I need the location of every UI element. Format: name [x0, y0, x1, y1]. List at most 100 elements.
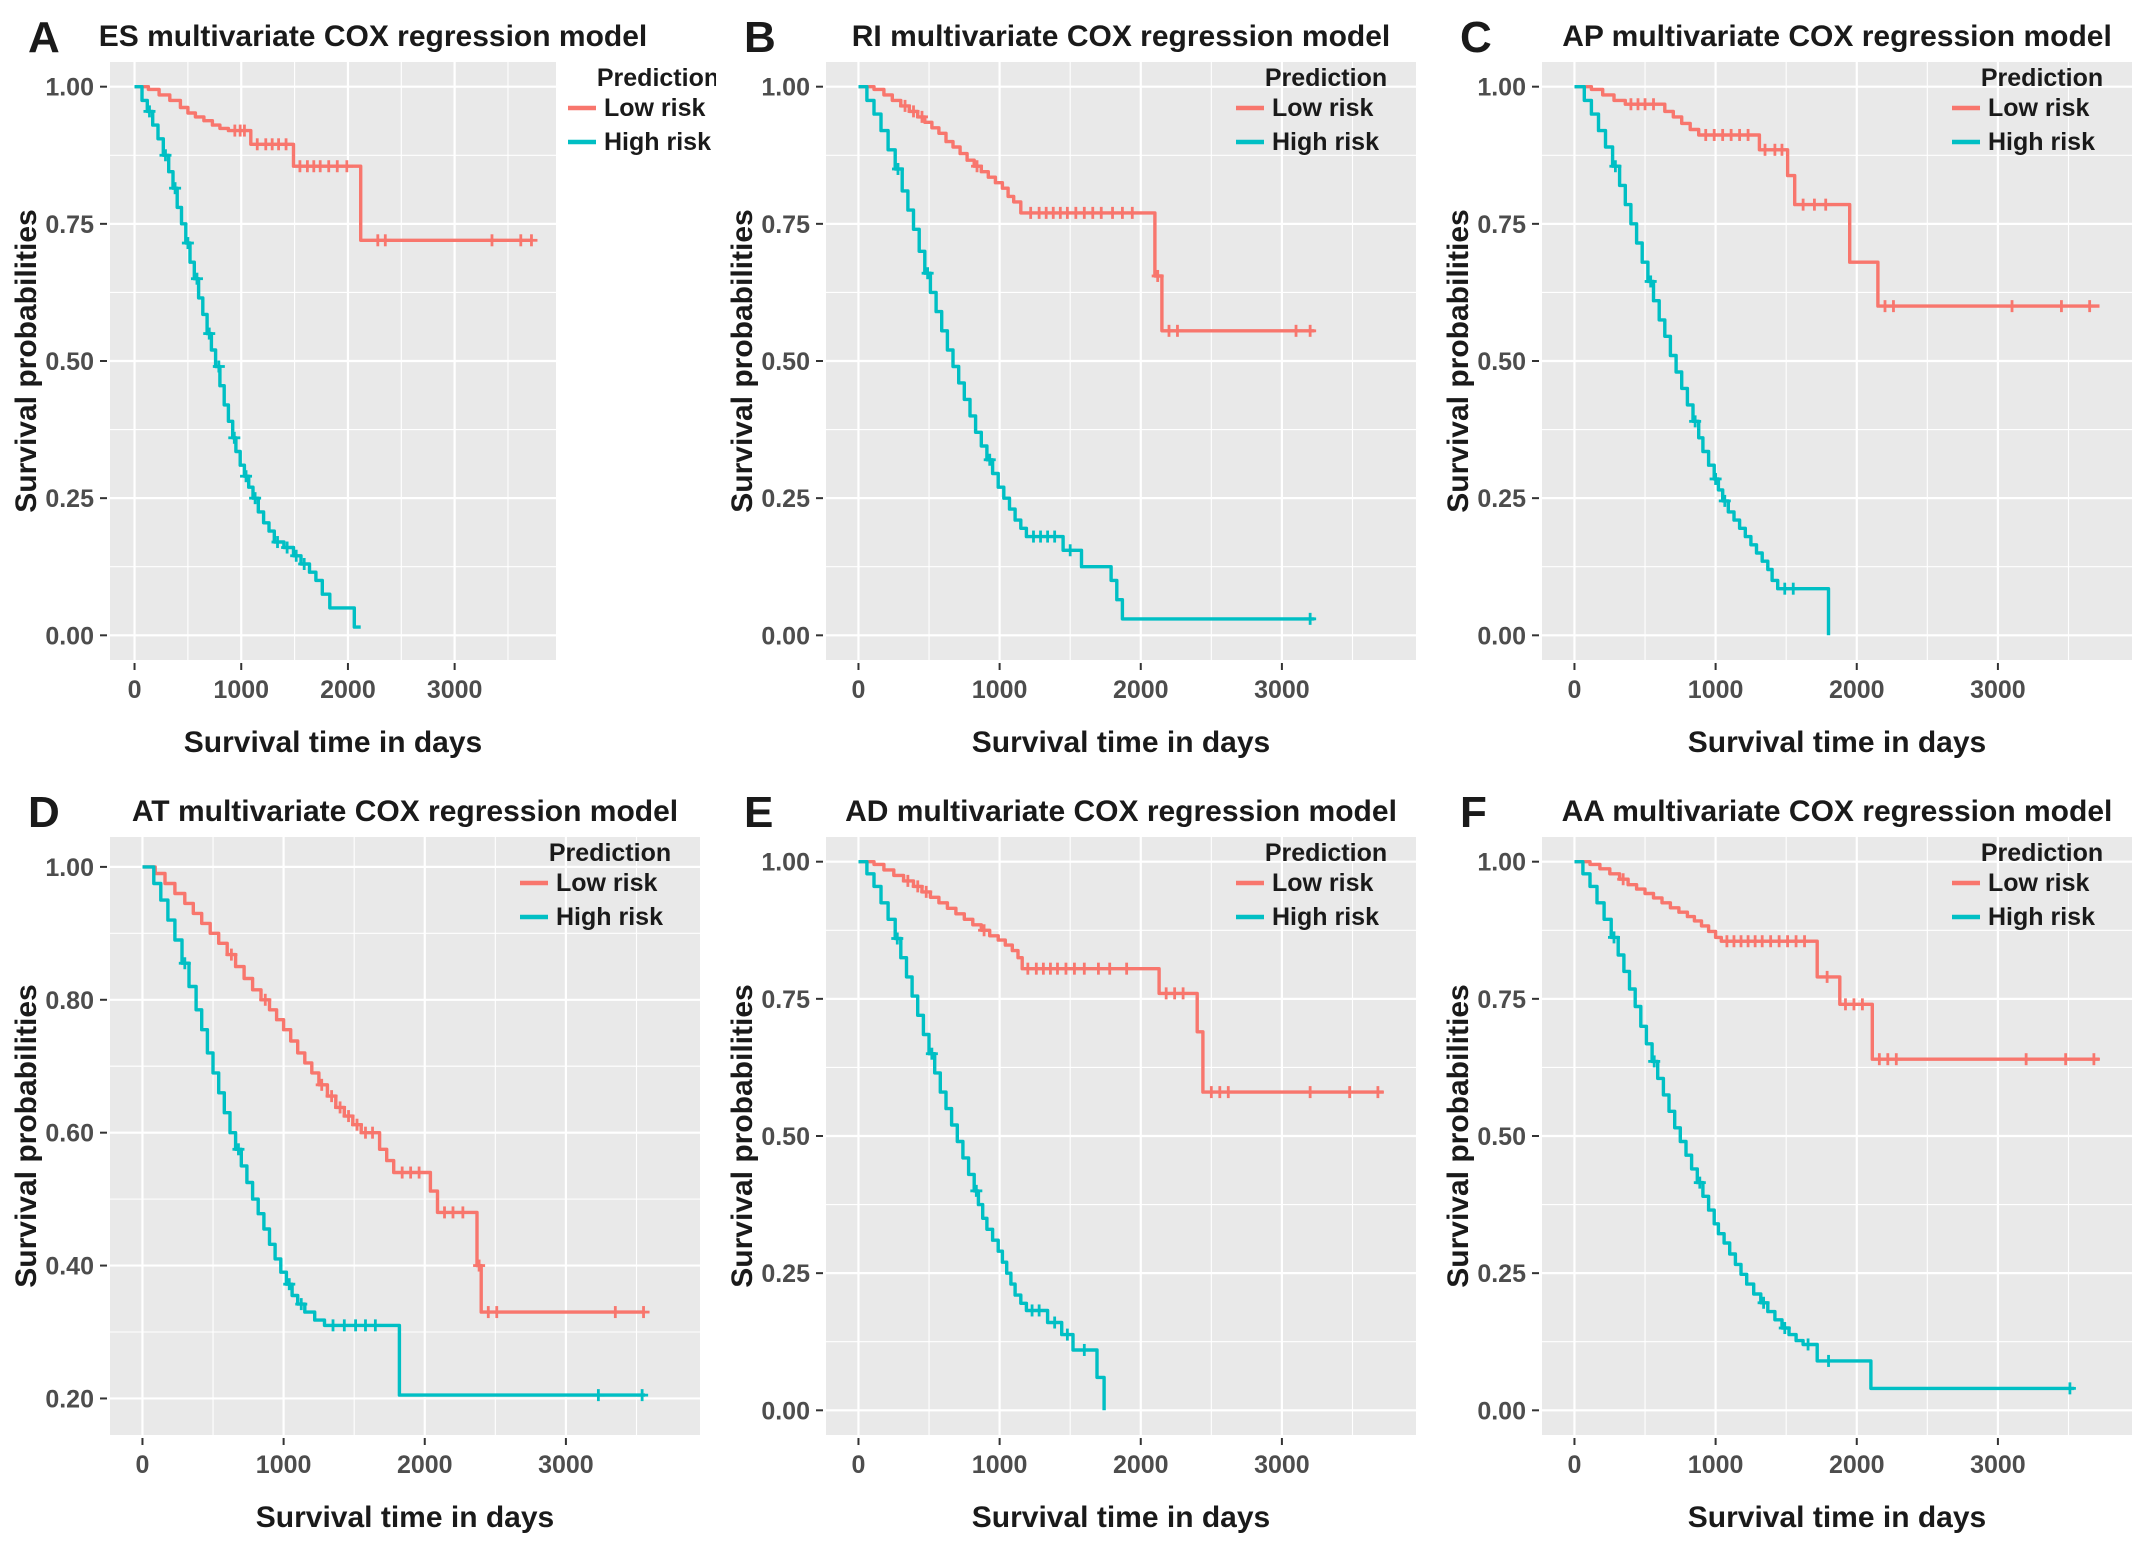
panel-title: AD multivariate COX regression model — [845, 795, 1397, 828]
y-axis-title: Survival probabilities — [1442, 984, 1475, 1287]
x-tick-label: 3000 — [427, 676, 483, 704]
x-tick-label: 1000 — [972, 1451, 1028, 1479]
legend-title: Prediction — [1265, 839, 1387, 867]
y-tick-label: 0.00 — [1477, 622, 1526, 650]
panel-letter: E — [744, 788, 773, 837]
x-tick-label: 0 — [128, 676, 142, 704]
x-tick-label: 3000 — [538, 1451, 594, 1479]
y-tick-label: 0.50 — [761, 1123, 810, 1151]
x-tick-label: 2000 — [1113, 1451, 1169, 1479]
low-risk-curve — [1574, 860, 2100, 1061]
panel-E: E AD multivariate COX regression model 0 10… — [716, 775, 1432, 1550]
y-tick-label: 0.60 — [45, 1120, 94, 1148]
y-tick-label: 0.50 — [761, 348, 810, 376]
panel-C: C AP multivariate COX regression model 0 10… — [1432, 0, 2148, 775]
y-tick-label: 0.25 — [45, 485, 94, 513]
x-tick-label: 0 — [1568, 1451, 1582, 1479]
y-axis-title: Survival probabilities — [10, 209, 43, 512]
legend-label-low-risk: Low risk — [1988, 869, 2090, 897]
y-axis-title: Survival probabilities — [1442, 209, 1475, 512]
legend-title: Prediction — [1981, 64, 2103, 92]
x-axis-title: Survival time in days — [1688, 726, 1986, 759]
y-tick-label: 0.75 — [761, 211, 810, 239]
panel-title: AA multivariate COX regression model — [1562, 795, 2113, 828]
legend-title: Prediction — [549, 839, 671, 867]
panel-letter: B — [744, 13, 776, 62]
km-plot-B: B RI multivariate COX regression model 0 10… — [726, 13, 1416, 759]
x-axis-title: Survival time in days — [1688, 1501, 1986, 1534]
x-axis-title: Survival time in days — [972, 1501, 1270, 1534]
km-plot-A: A ES multivariate COX regression model 0 10… — [10, 13, 719, 759]
x-tick-label: 1000 — [213, 676, 269, 704]
y-tick-label: 0.25 — [1477, 1260, 1526, 1288]
x-axis-title: Survival time in days — [972, 726, 1270, 759]
y-tick-label: 0.20 — [45, 1385, 94, 1413]
y-tick-label: 1.00 — [45, 74, 94, 102]
km-plot-F: F AA multivariate COX regression model 0 10… — [1442, 788, 2132, 1534]
x-tick-label: 2000 — [1113, 676, 1169, 704]
panel-title: AT multivariate COX regression model — [132, 795, 678, 828]
x-tick-label: 0 — [852, 1451, 866, 1479]
x-tick-label: 1000 — [1688, 1451, 1744, 1479]
y-tick-label: 0.50 — [45, 348, 94, 376]
x-tick-label: 2000 — [1829, 676, 1885, 704]
km-plot-D: D AT multivariate COX regression model 0 10… — [10, 788, 700, 1534]
y-tick-label: 0.00 — [1477, 1397, 1526, 1425]
x-tick-label: 1000 — [1688, 676, 1744, 704]
legend-label-high-risk: High risk — [556, 903, 663, 931]
y-tick-label: 0.40 — [45, 1253, 94, 1281]
legend-title: Prediction — [1981, 839, 2103, 867]
km-plot-E: E AD multivariate COX regression model 0 10… — [726, 788, 1416, 1534]
high-risk-curve — [858, 860, 1106, 1411]
panel-A: A ES multivariate COX regression model 0 10… — [0, 0, 719, 775]
x-tick-label: 1000 — [256, 1451, 312, 1479]
legend-label-high-risk: High risk — [1272, 903, 1379, 931]
panel-F: F AA multivariate COX regression model 0 10… — [1432, 775, 2148, 1550]
x-tick-label: 3000 — [1254, 676, 1310, 704]
high-risk-curve — [858, 85, 1315, 621]
y-axis-title: Survival probabilities — [726, 984, 759, 1287]
y-tick-label: 0.00 — [761, 1397, 810, 1425]
y-tick-label: 0.75 — [1477, 986, 1526, 1014]
panel-letter: D — [28, 788, 60, 837]
x-tick-label: 1000 — [972, 676, 1028, 704]
y-tick-label: 0.50 — [1477, 348, 1526, 376]
legend-title: Prediction — [1265, 64, 1387, 92]
x-tick-label: 3000 — [1970, 676, 2026, 704]
legend-label-high-risk: High risk — [1988, 128, 2095, 156]
legend-label-low-risk: Low risk — [1272, 94, 1374, 122]
y-tick-label: 0.25 — [761, 1260, 810, 1288]
legend-label-high-risk: High risk — [604, 128, 711, 156]
km-plot-C: C AP multivariate COX regression model 0 10… — [1442, 13, 2132, 759]
legend-label-high-risk: High risk — [1272, 128, 1379, 156]
panel-letter: C — [1460, 13, 1492, 62]
y-tick-label: 0.25 — [761, 485, 810, 513]
legend-label-low-risk: Low risk — [604, 94, 706, 122]
y-tick-label: 0.75 — [761, 986, 810, 1014]
y-tick-label: 1.00 — [1477, 849, 1526, 877]
legend-title: Prediction — [597, 64, 716, 92]
panel-B: B RI multivariate COX regression model 0 10… — [716, 0, 1432, 775]
high-risk-curve — [1574, 85, 1831, 636]
x-tick-label: 2000 — [397, 1451, 453, 1479]
legend-label-low-risk: Low risk — [556, 869, 658, 897]
panel-title: RI multivariate COX regression model — [852, 20, 1391, 53]
panel-title: ES multivariate COX regression model — [99, 20, 648, 53]
panel-D: D AT multivariate COX regression model 0 10… — [0, 775, 716, 1550]
x-tick-label: 2000 — [320, 676, 376, 704]
x-tick-label: 0 — [1568, 676, 1582, 704]
x-axis-title: Survival time in days — [256, 1501, 554, 1534]
y-tick-label: 1.00 — [1477, 74, 1526, 102]
legend-label-low-risk: Low risk — [1272, 869, 1374, 897]
y-tick-label: 0.00 — [45, 622, 94, 650]
y-tick-label: 0.75 — [1477, 211, 1526, 239]
legend-label-low-risk: Low risk — [1988, 94, 2090, 122]
y-tick-label: 0.75 — [45, 211, 94, 239]
